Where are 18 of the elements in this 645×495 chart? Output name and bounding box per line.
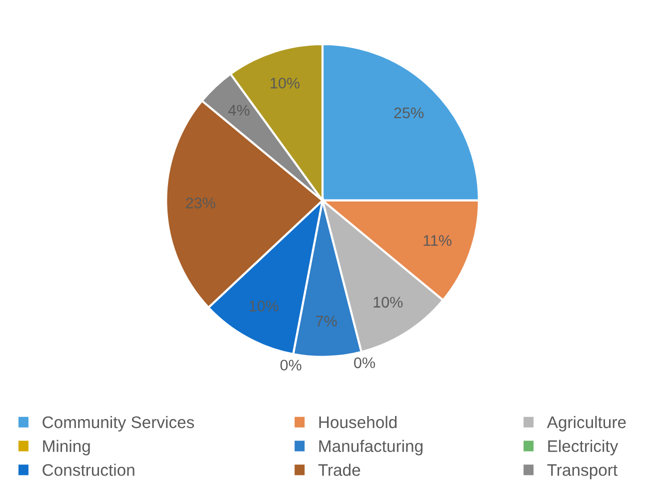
legend-label: Agriculture [546, 416, 626, 432]
data-label: 7% [316, 316, 337, 326]
text: 0% [280, 360, 302, 371]
legend-label: Trade [318, 464, 360, 476]
data-label: 25% [394, 107, 424, 118]
legend-label: Construction [42, 464, 134, 476]
legend-label: Transport [547, 464, 618, 480]
legend-label: Electricity [548, 440, 618, 456]
legend-label: Household [319, 416, 397, 428]
legend-label: Community Services [42, 416, 194, 432]
data-label: 23% [186, 198, 216, 208]
text: 0% [354, 357, 376, 368]
legend-label: Manufacturing [319, 440, 422, 456]
data-label: 10% [374, 296, 403, 308]
data-label: 10% [250, 300, 278, 312]
legend-label: Mining [43, 440, 90, 456]
data-label: 10% [270, 78, 300, 89]
data-label: 11% [424, 235, 452, 246]
